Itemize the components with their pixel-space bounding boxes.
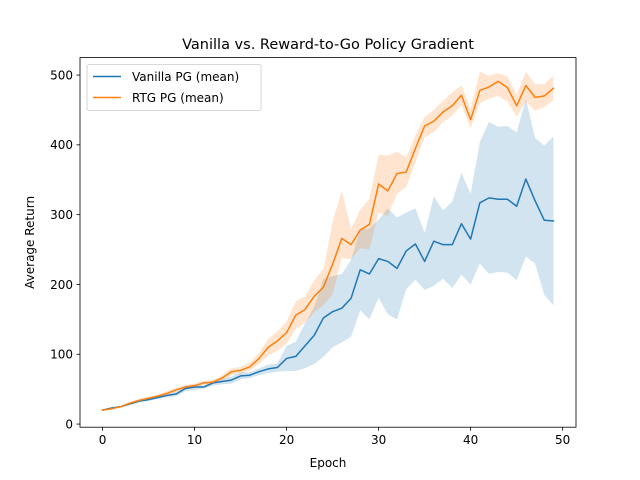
series-0-band (102, 98, 554, 411)
legend-box (86, 64, 262, 111)
chart-title: Vanilla vs. Reward-to-Go Policy Gradient (182, 37, 474, 53)
x-tick-label: 30 (371, 433, 386, 447)
y-axis-ticks: 0 100 200 300 400 500 (50, 68, 80, 431)
y-axis-label: Average Return (23, 196, 37, 289)
x-tick-label: 40 (463, 433, 478, 447)
y-tick-label: 500 (50, 68, 73, 82)
legend: Vanilla PG (mean) RTG PG (mean) (86, 64, 262, 111)
y-tick-label: 300 (50, 208, 73, 222)
x-tick-label: 10 (187, 433, 202, 447)
y-tick-label: 0 (65, 417, 73, 431)
confidence-bands (102, 71, 554, 411)
y-tick-label: 100 (50, 348, 73, 362)
y-tick-label: 200 (50, 278, 73, 292)
legend-label-0: Vanilla PG (mean) (132, 70, 239, 84)
x-axis-label: Epoch (310, 456, 347, 470)
series-lines (101, 80, 555, 411)
x-tick-label: 50 (555, 433, 570, 447)
series-0-line (101, 178, 555, 411)
x-axis-ticks: 0 10 20 30 40 50 (99, 427, 570, 447)
x-tick-label: 0 (99, 433, 107, 447)
y-tick-label: 400 (50, 138, 73, 152)
series-1-line (101, 80, 555, 411)
x-tick-label: 20 (279, 433, 294, 447)
legend-label-1: RTG PG (mean) (132, 91, 224, 105)
plot-frame (79, 57, 577, 428)
